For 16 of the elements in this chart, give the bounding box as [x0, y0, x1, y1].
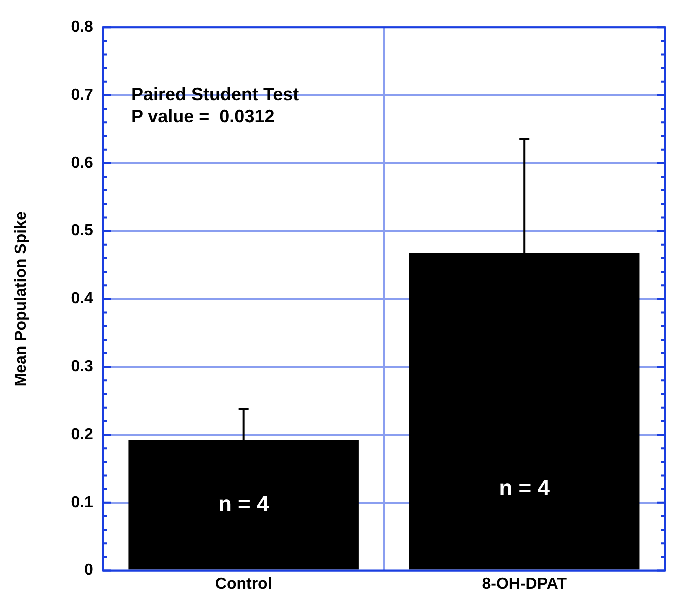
y-tick-label: 0.2	[71, 426, 94, 444]
y-axis-title: Mean Population Spike	[13, 212, 30, 387]
y-tick-label: 0.3	[71, 358, 94, 376]
y-tick-label: 0.1	[71, 494, 94, 512]
y-tick-label: 0.8	[71, 19, 94, 36]
x-tick-label: 8-OH-DPAT	[482, 576, 568, 593]
annotation: n = 4	[218, 492, 270, 517]
annotation: Paired Student Test	[131, 84, 300, 104]
annotation: n = 4	[499, 475, 551, 500]
annotation: P value = 0.0312	[131, 106, 275, 126]
x-tick-label: Control	[215, 576, 272, 593]
y-tick-label: 0.4	[71, 290, 94, 308]
y-tick-label: 0	[84, 562, 94, 580]
y-tick-label: 0.5	[71, 222, 94, 240]
y-tick-label: 0.6	[71, 154, 94, 172]
y-tick-label: 0.7	[71, 86, 94, 104]
